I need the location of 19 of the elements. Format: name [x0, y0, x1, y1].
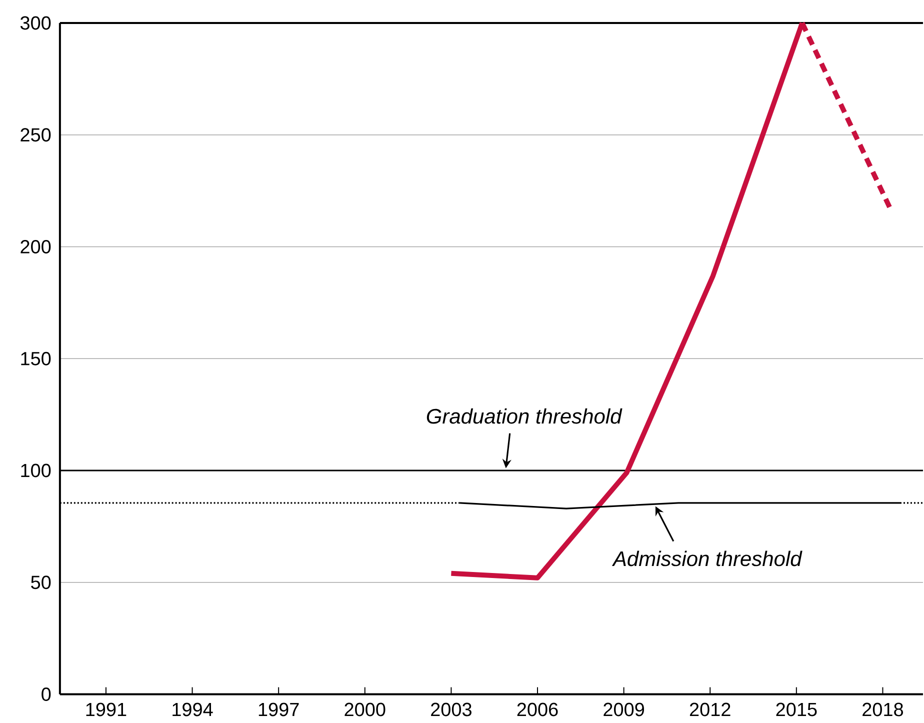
x-tick-label: 2012	[690, 702, 730, 716]
y-tick-label: 300	[20, 16, 51, 30]
y-tick-label: 0	[42, 687, 51, 701]
y-tick-label: 250	[20, 128, 51, 142]
x-tick-label: 1991	[86, 702, 126, 716]
x-tick-label: 1994	[172, 702, 213, 716]
x-tick-label: 2015	[776, 702, 817, 716]
y-tick-label: 200	[20, 240, 51, 254]
annotation: Admission threshold	[612, 550, 802, 566]
x-tick-label: 2000	[344, 702, 386, 716]
y-tick-label: 100	[21, 464, 51, 478]
x-tick-label: 2006	[517, 702, 558, 716]
annotation: Graduation threshold	[426, 408, 622, 424]
y-tick-label: 150	[21, 352, 51, 366]
x-tick-label: 2003	[431, 702, 472, 716]
x-tick-label: 1997	[258, 702, 299, 716]
x-tick-label: 2009	[604, 702, 644, 716]
y-tick-label: 50	[31, 576, 51, 589]
x-tick-label: 2018	[862, 702, 904, 716]
